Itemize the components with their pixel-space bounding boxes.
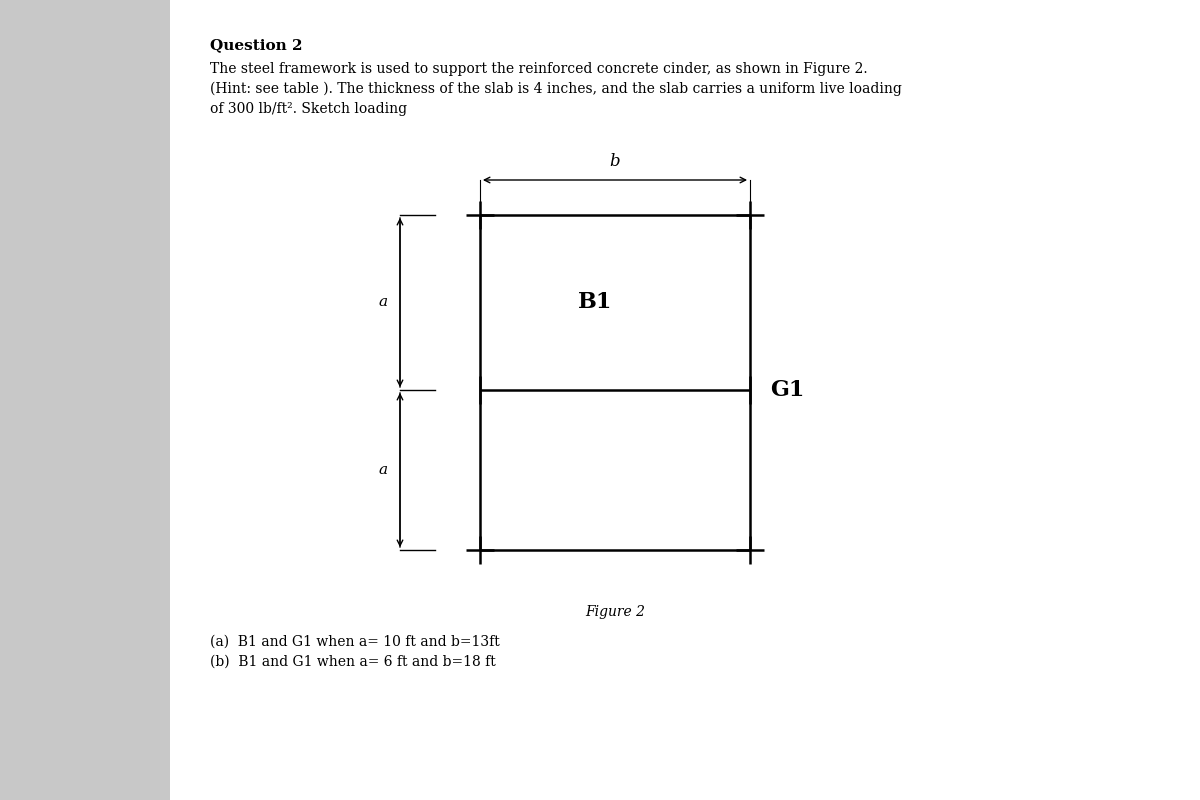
Text: Figure 2: Figure 2 [586, 605, 646, 619]
Text: G1: G1 [770, 379, 804, 401]
Bar [0, 0, 170, 800]
Text: (a)  B1 and G1 when a= 10 ft and b=13ft: (a) B1 and G1 when a= 10 ft and b=13ft [210, 635, 499, 649]
Text: (b)  B1 and G1 when a= 6 ft and b=18 ft: (b) B1 and G1 when a= 6 ft and b=18 ft [210, 655, 496, 669]
Text: (Hint: see table ). The thickness of the slab is 4 inches, and the slab carries : (Hint: see table ). The thickness of the… [210, 82, 902, 96]
Text: Question 2: Question 2 [210, 38, 302, 52]
Text: b: b [610, 153, 620, 170]
Text: a: a [379, 463, 388, 477]
Text: B1: B1 [578, 291, 612, 314]
Text: a: a [379, 295, 388, 310]
Text: The steel framework is used to support the reinforced concrete cinder, as shown : The steel framework is used to support t… [210, 62, 868, 76]
Text: of 300 lb/ft². Sketch loading: of 300 lb/ft². Sketch loading [210, 102, 407, 116]
